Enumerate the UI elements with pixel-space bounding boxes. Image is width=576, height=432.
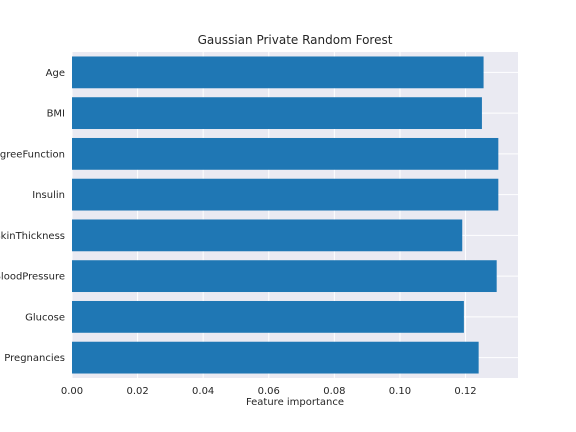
x-axis-label: Feature importance <box>245 397 345 408</box>
y-tick-label: Age <box>46 68 65 79</box>
bar-glucose <box>72 300 464 333</box>
y-tick-label: SkinThickness <box>0 231 65 242</box>
x-tick-label: 0.04 <box>192 386 214 397</box>
y-tick-label: Insulin <box>32 190 65 201</box>
chart-title: Gaussian Private Random Forest <box>197 33 393 47</box>
x-tick-label: 0.06 <box>258 386 280 397</box>
bar-bloodpressure <box>72 260 497 293</box>
x-tick-label: 0.12 <box>454 386 476 397</box>
y-tick-label: DiabetesPedigreeFunction <box>0 149 65 160</box>
y-tick-label: BMI <box>47 109 65 120</box>
x-tick-label: 0.02 <box>126 386 148 397</box>
bar-bmi <box>72 97 482 130</box>
bar-skinthickness <box>72 219 463 252</box>
y-tick-label: Glucose <box>25 312 65 323</box>
x-tick-label: 0.00 <box>61 386 83 397</box>
bar-age <box>72 56 484 89</box>
y-tick-label: BloodPressure <box>0 272 65 283</box>
x-tick-label: 0.08 <box>323 386 345 397</box>
bar-diabetespedigreefunction <box>72 137 499 170</box>
y-tick-label: Pregnancies <box>4 353 65 364</box>
bar-insulin <box>72 178 499 211</box>
x-tick-label: 0.10 <box>389 386 411 397</box>
bar-pregnancies <box>72 341 479 374</box>
